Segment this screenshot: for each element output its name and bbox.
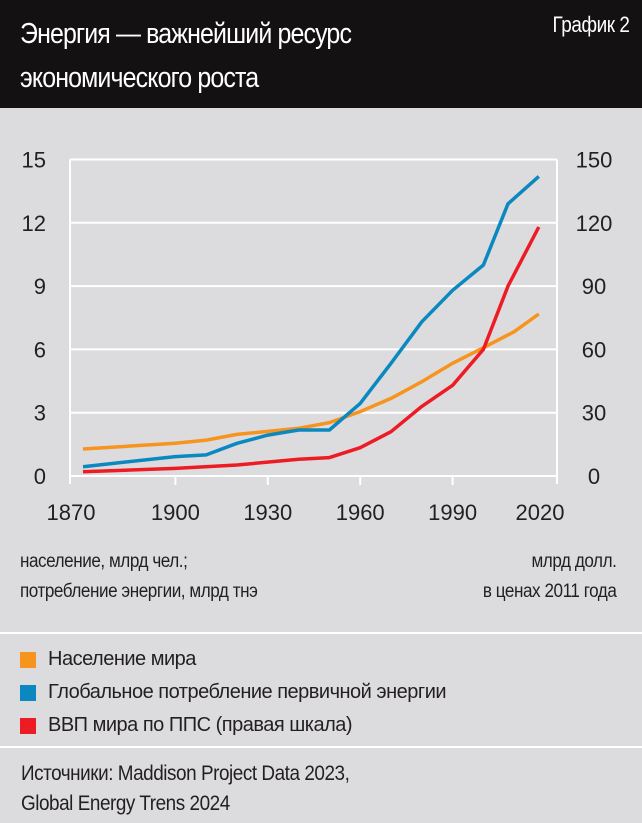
right-axis-label-line1: млрд долл. bbox=[531, 551, 616, 572]
y-left-tick-label: 0 bbox=[34, 464, 46, 489]
source-line1: Источники: Maddison Project Data 2023, bbox=[21, 762, 350, 785]
title-line-1: Энергия — важнейший ресурс bbox=[20, 18, 352, 50]
chart-title: Энергия — важнейший ресурс экономическог… bbox=[20, 12, 352, 100]
source-note: Источники: Maddison Project Data 2023, G… bbox=[21, 759, 350, 819]
title-line-2: экономического роста bbox=[20, 62, 259, 94]
series-line-2 bbox=[82, 226, 541, 474]
legend-item-energy: Глобальное потребление первичной энергии bbox=[20, 676, 447, 709]
chart-number: График 2 bbox=[553, 12, 630, 37]
legend-label: Население мира bbox=[48, 648, 196, 670]
divider bbox=[0, 746, 642, 748]
header: Энергия — важнейший ресурс экономическог… bbox=[0, 0, 642, 108]
legend-swatch bbox=[20, 717, 36, 734]
y-right-tick-label: 150 bbox=[576, 148, 613, 173]
y-right-tick-label: 60 bbox=[582, 337, 606, 362]
left-axis-label-line1: население, млрд чел.; bbox=[20, 551, 188, 572]
line-chart: 0 0 3 30 6 60 9 90 12 120 15 150 1870 1900 1930 1960 199… bbox=[22, 148, 613, 526]
y-right-tick-label: 0 bbox=[588, 464, 600, 489]
left-axis-label: население, млрд чел.; потребление энерги… bbox=[20, 547, 258, 607]
legend-swatch bbox=[20, 651, 36, 668]
y-right-tick-label: 90 bbox=[582, 274, 606, 299]
y-right-tick-label: 30 bbox=[582, 401, 606, 426]
x-tick-label: 1960 bbox=[336, 500, 385, 525]
legend-label: ВВП мира по ППС (правая шкала) bbox=[48, 714, 353, 736]
legend: Население мира Глобальное потребление пе… bbox=[20, 643, 447, 742]
x-tick-label: 2020 bbox=[516, 500, 565, 525]
legend-item-population: Население мира bbox=[20, 643, 446, 676]
divider bbox=[0, 632, 642, 634]
right-axis-label: млрд долл. в ценах 2011 года bbox=[482, 547, 616, 607]
y-left-tick-label: 6 bbox=[34, 337, 46, 362]
x-tick-label: 1870 bbox=[47, 500, 96, 525]
y-left-tick-label: 15 bbox=[22, 148, 46, 173]
x-tick-label: 1930 bbox=[243, 500, 292, 525]
x-tick-label: 1900 bbox=[151, 500, 200, 525]
legend-swatch bbox=[20, 684, 36, 701]
source-line2: Global Energy Trens 2024 bbox=[21, 792, 230, 815]
y-left-tick-label: 12 bbox=[22, 211, 46, 236]
y-right-tick-label: 120 bbox=[576, 211, 613, 236]
x-tick-label: 1990 bbox=[428, 500, 477, 525]
legend-label: Глобальное потребление первичной энергии bbox=[48, 681, 447, 703]
left-axis-label-line2: потребление энергии, млрд тнэ bbox=[20, 581, 258, 602]
y-left-tick-label: 9 bbox=[34, 274, 46, 299]
y-left-tick-label: 3 bbox=[34, 401, 46, 426]
right-axis-label-line2: в ценах 2011 года bbox=[482, 581, 616, 602]
series-line-1 bbox=[82, 175, 540, 469]
legend-item-gdp: ВВП мира по ППС (правая шкала) bbox=[20, 709, 446, 742]
